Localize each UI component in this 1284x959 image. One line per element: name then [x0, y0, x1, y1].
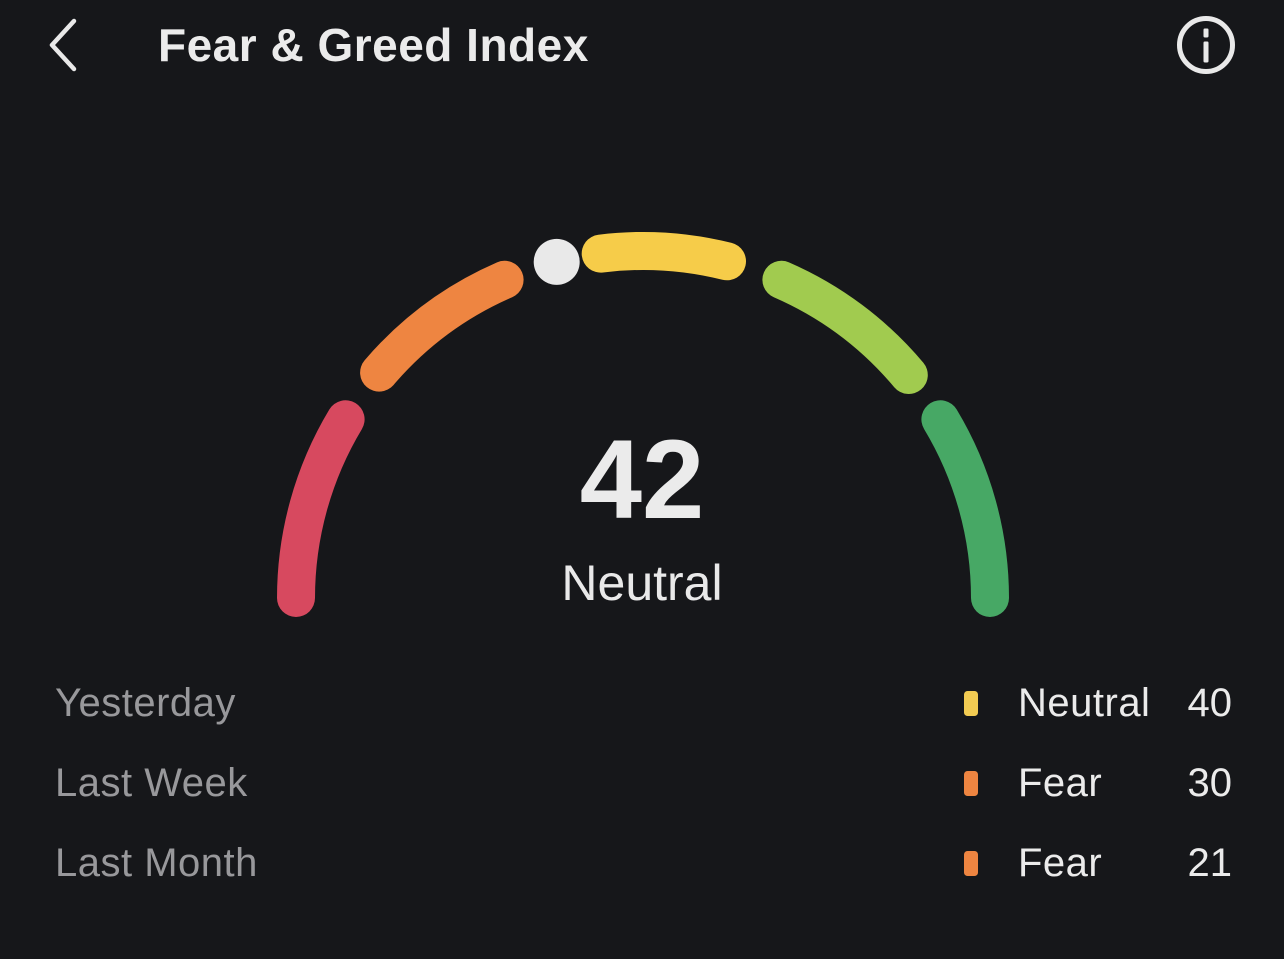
- header-bar: Fear & Greed Index: [0, 0, 1284, 90]
- gauge-segment-extreme-fear: [277, 400, 365, 617]
- history-period-label: Yesterday: [55, 680, 236, 725]
- history-value: 30: [1187, 760, 1233, 805]
- history-row-last-week: Last Week Fear 30: [55, 752, 1232, 814]
- history-row-yesterday: Yesterday Neutral 40: [55, 672, 1232, 734]
- gauge-segment-fear: [360, 260, 524, 392]
- history-row-last-month: Last Month Fear 21: [55, 832, 1232, 894]
- info-button[interactable]: [1174, 13, 1238, 77]
- history-classification-label: Fear: [1018, 840, 1103, 885]
- history-row-right: Fear 30: [964, 761, 1232, 806]
- info-icon: [1175, 14, 1237, 76]
- history-classification-label: Fear: [1018, 760, 1103, 805]
- history-row-right: Fear 21: [964, 841, 1232, 886]
- back-button[interactable]: [40, 15, 84, 75]
- classification-marker-icon: [964, 690, 978, 716]
- gauge-value: 42: [579, 417, 705, 542]
- gauge-segment-greed: [762, 260, 928, 394]
- history-classification-label: Neutral: [1018, 680, 1151, 725]
- gauge-segment-neutral: [581, 232, 746, 281]
- history-value: 21: [1187, 840, 1233, 885]
- history-list: Yesterday Neutral 40 Last Week Fear 30 L…: [55, 672, 1232, 894]
- history-period-label: Last Month: [55, 840, 258, 885]
- classification-marker-icon: [964, 770, 978, 796]
- gauge-classification-label: Neutral: [561, 555, 723, 611]
- gauge-indicator-dot: [533, 238, 580, 285]
- gauge-segment-extreme-greed: [921, 400, 1009, 617]
- history-value: 40: [1187, 680, 1233, 725]
- history-period-label: Last Week: [55, 760, 248, 805]
- chevron-left-icon: [45, 16, 79, 74]
- classification-marker-icon: [964, 850, 978, 876]
- page-title: Fear & Greed Index: [158, 19, 589, 71]
- history-row-right: Neutral 40: [964, 681, 1232, 726]
